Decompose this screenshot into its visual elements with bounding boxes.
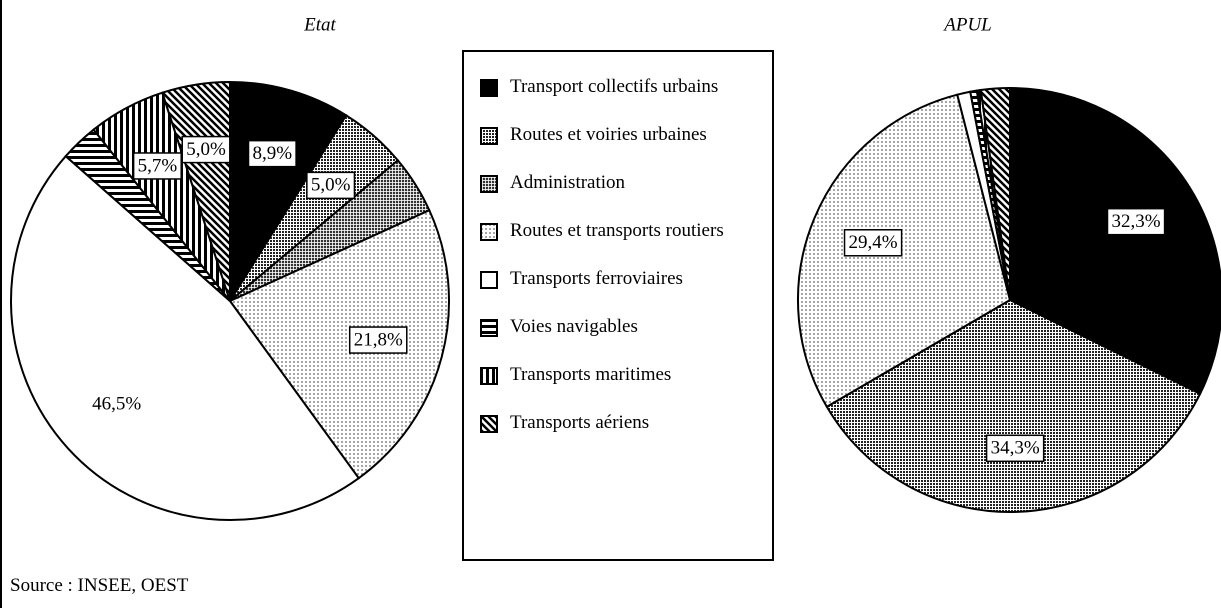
data-label: 5,0% — [186, 139, 226, 160]
legend-item: Transports aériens — [480, 410, 772, 436]
data-label: 5,0% — [311, 175, 351, 196]
legend-swatch — [480, 175, 498, 193]
data-label: 5,7% — [138, 155, 178, 176]
legend-swatch — [480, 415, 498, 433]
legend-swatch — [480, 271, 498, 289]
legend-item: Administration — [480, 170, 772, 196]
label-box — [1106, 207, 1166, 236]
legend-label: Voies navigables — [510, 316, 638, 337]
pie-slice — [797, 93, 1012, 409]
legend-item: Voies navigables — [480, 314, 772, 340]
legend-swatch — [480, 79, 498, 97]
frame-edge — [0, 0, 2, 608]
legend-item: Transports maritimes — [480, 362, 772, 388]
legend-swatch — [480, 319, 498, 337]
legend-label: Transports aériens — [510, 412, 650, 433]
legend-label: Administration — [510, 172, 626, 193]
data-label: 8,9% — [253, 143, 293, 164]
pie-slice — [229, 80, 348, 305]
label-box — [348, 326, 408, 354]
pie-slice — [979, 86, 1011, 301]
legend-swatch — [480, 223, 498, 241]
legend-item: Transports ferroviaires — [480, 266, 772, 292]
pie-slice — [1009, 86, 1221, 396]
label-box — [88, 391, 146, 418]
label-box — [247, 139, 297, 168]
legend-swatch — [480, 367, 498, 385]
legend-label: Transport collectifs urbains — [510, 76, 719, 97]
label-box — [843, 229, 903, 257]
legend-item: Transport collectifs urbains — [480, 74, 772, 100]
data-label: 34,3% — [991, 438, 1040, 459]
data-label: 21,8% — [354, 329, 403, 350]
legend-item: Routes et voiries urbaines — [480, 122, 772, 148]
pie-slice — [228, 208, 450, 480]
label-box — [985, 434, 1045, 463]
legend-label: Routes et transports routiers — [510, 220, 724, 241]
label-box — [132, 152, 182, 180]
label-box — [306, 171, 356, 200]
legend-label: Routes et voiries urbaines — [510, 124, 707, 145]
legend-label: Transports ferroviaires — [510, 268, 683, 289]
legend-item: Routes et transports routiers — [480, 218, 772, 244]
source: Source : INSEE, OEST — [10, 575, 189, 596]
legend: Transport collectifs urbains Routes et vo… — [462, 50, 774, 561]
data-label: 29,4% — [849, 232, 898, 253]
data-label: 46,5% — [92, 394, 141, 415]
pie-title: Etat — [303, 14, 336, 35]
data-label: 32,3% — [1112, 211, 1161, 232]
pie-title: APUL — [942, 14, 992, 35]
pie-slice — [10, 154, 361, 521]
legend-swatch — [480, 127, 498, 145]
legend-label: Transports maritimes — [510, 364, 672, 385]
label-box — [181, 135, 231, 164]
